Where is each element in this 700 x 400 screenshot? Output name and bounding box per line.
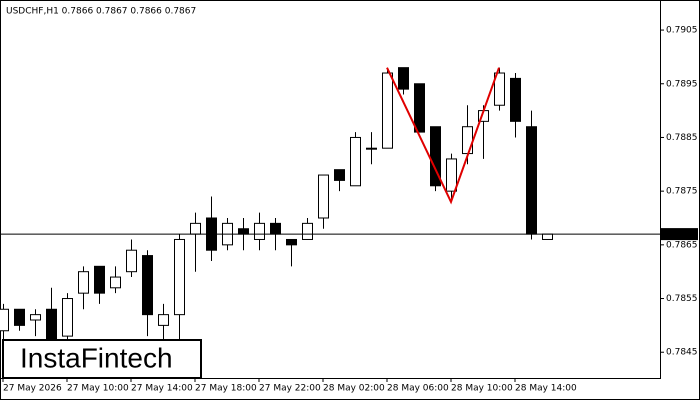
candle-body — [446, 158, 457, 192]
candle-body — [542, 233, 553, 240]
y-tick-label: 0.7865 — [666, 240, 698, 250]
y-tick-label: 0.7905 — [666, 26, 698, 36]
y-tick-label: 0.7875 — [666, 187, 698, 197]
candle-body — [366, 147, 377, 150]
watermark-box — [2, 339, 202, 379]
x-tick-label: 27 May 2026 — [3, 384, 62, 394]
candle-body — [78, 271, 89, 294]
candle-body — [526, 126, 537, 235]
candle-body — [270, 222, 281, 235]
candle-body — [0, 308, 9, 332]
candle-body — [414, 83, 425, 133]
candle-body — [494, 72, 505, 106]
x-tick-label: 27 May 10:00 — [67, 384, 129, 394]
candle-body — [510, 77, 521, 122]
chart-title: USDCHF,H1 0.7866 0.7867 0.7866 0.7867 — [6, 7, 196, 17]
candle-body — [382, 72, 393, 149]
candle-body — [302, 222, 313, 240]
last-price-box — [660, 228, 698, 241]
x-tick-label: 28 May 02:00 — [323, 384, 385, 394]
candle-body — [174, 238, 185, 316]
y-tick-label: 0.7885 — [666, 133, 698, 143]
candle-body — [398, 67, 409, 90]
candle-body — [254, 222, 265, 240]
candle-body — [14, 308, 25, 326]
candle-body — [110, 276, 121, 289]
x-tick-label: 27 May 18:00 — [195, 384, 257, 394]
candle-body — [334, 169, 345, 181]
x-tick-label: 28 May 10:00 — [451, 384, 513, 394]
watermark: InstaFintech — [20, 342, 173, 373]
y-tick-label: 0.7845 — [666, 348, 698, 358]
candle-body — [350, 136, 361, 187]
y-tick-label: 0.7855 — [666, 294, 698, 304]
last-price-label: 0.7867 — [663, 230, 695, 240]
candle-body — [286, 238, 297, 246]
candle-body — [126, 249, 137, 273]
x-tick-label: 27 May 14:00 — [131, 384, 193, 394]
plot-area — [0, 0, 661, 379]
x-tick-label: 27 May 22:00 — [259, 384, 321, 394]
candle-body — [142, 255, 153, 316]
candle-body — [190, 222, 201, 235]
candle-body — [158, 314, 169, 326]
x-tick-label: 28 May 14:00 — [515, 384, 577, 394]
candle-body — [238, 228, 249, 235]
x-tick-label: 28 May 06:00 — [387, 384, 449, 394]
candle-body — [62, 298, 73, 337]
candle-body — [94, 265, 105, 294]
candle-body — [318, 174, 329, 219]
candle-body — [30, 314, 41, 321]
candle-body — [430, 126, 441, 187]
y-tick-label: 0.7895 — [666, 79, 698, 89]
pattern-line — [386, 67, 500, 205]
candle-body — [462, 126, 473, 155]
